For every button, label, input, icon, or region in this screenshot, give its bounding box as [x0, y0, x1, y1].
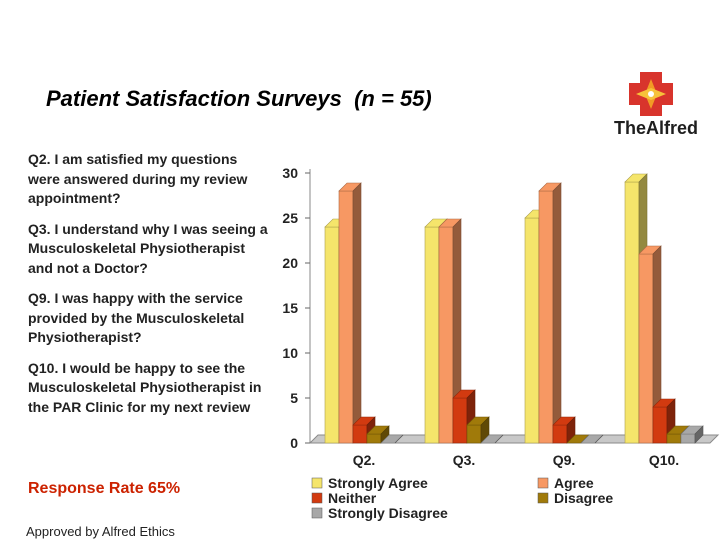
question-q2: Q2. I am satisfied my questions were ans… [28, 151, 248, 206]
bar-side [694, 425, 704, 444]
bar [466, 424, 482, 444]
bar-side [594, 434, 604, 444]
bar [366, 433, 382, 444]
bar [680, 433, 696, 444]
bar-side [552, 182, 562, 444]
y-tick-label: 20 [282, 255, 298, 271]
question-list: Q2. I am satisfied my questions were ans… [28, 150, 272, 428]
x-tick-label: Q3. [453, 452, 476, 468]
question-q3: Q3. I understand why I was seeing a Musc… [28, 220, 268, 276]
bar-side [394, 434, 404, 444]
y-tick-label: 5 [290, 390, 298, 406]
question-q9: Q9. I was happy with the service provide… [28, 290, 245, 345]
legend-label: Disagree [554, 490, 613, 506]
legend-swatch [537, 492, 549, 504]
bar [352, 424, 368, 444]
legend-swatch [537, 477, 549, 489]
legend-swatch [311, 507, 323, 519]
bar [666, 433, 682, 444]
bar-side [494, 434, 504, 444]
bar [438, 226, 454, 444]
legend-swatch [311, 492, 323, 504]
alfred-logo: TheAlfred [612, 70, 704, 142]
bar-chart: 0 5 10 15 20 25 30 Q2. Q3. Q9. Q10. Strongly Agree A… [270, 155, 720, 530]
bar [524, 217, 540, 444]
bar [538, 190, 554, 444]
response-rate: Response Rate 65% [28, 480, 181, 497]
question-q10: Q10. I would be happy to see the Musculo… [28, 359, 262, 415]
approved-note: Approved by Alfred Ethics [26, 524, 175, 539]
bar-side [352, 182, 362, 444]
slide-title: Patient Satisfaction Surveys (n = 55) [46, 86, 432, 111]
chart-svg: 0 5 10 15 20 25 30 Q2. Q3. Q9. Q10. Strongly Agree A… [282, 165, 720, 521]
legend-label: Neither [328, 490, 377, 506]
legend-label: Agree [554, 475, 594, 491]
bar [652, 406, 668, 444]
bar [624, 181, 640, 444]
x-tick-label: Q9. [553, 452, 576, 468]
legend-label: Strongly Disagree [328, 505, 448, 521]
y-tick-label: 10 [282, 345, 298, 361]
y-tick-label: 25 [282, 210, 298, 226]
y-tick-label: 30 [282, 165, 298, 181]
alfred-cross-icon: TheAlfred [614, 72, 698, 138]
x-tick-label: Q10. [649, 452, 679, 468]
logo-text: TheAlfred [614, 118, 698, 138]
bar [452, 397, 468, 444]
bar [338, 190, 354, 444]
legend-label: Strongly Agree [328, 475, 428, 491]
bar [552, 424, 568, 444]
y-tick-label: 0 [290, 435, 298, 451]
bar [424, 226, 440, 444]
y-tick-label: 15 [282, 300, 298, 316]
legend-swatch [311, 477, 323, 489]
bar [324, 226, 340, 444]
x-tick-label: Q2. [353, 452, 376, 468]
bar [638, 253, 654, 444]
